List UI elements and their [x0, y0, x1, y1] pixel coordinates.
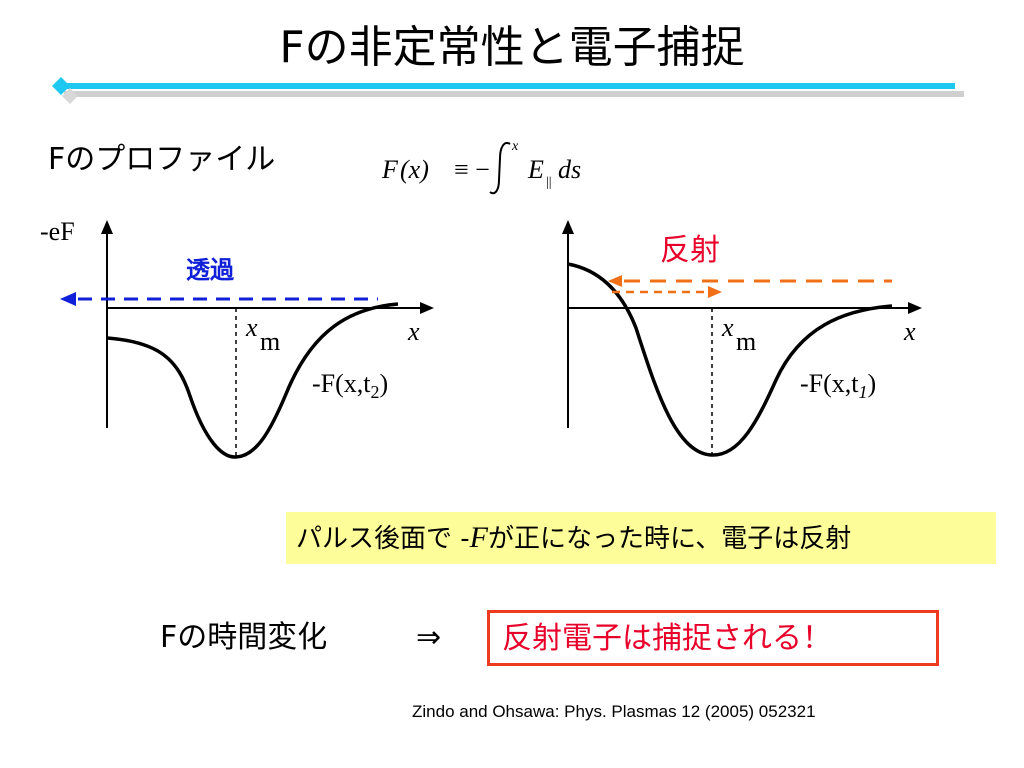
note-text-f: F — [469, 521, 488, 554]
formula-integrand: E — [527, 155, 544, 184]
left-curve-label: -F(x,t2) — [312, 369, 388, 402]
formula-lhs: F — [381, 155, 399, 184]
formula-differential: ds — [558, 155, 581, 184]
integral-sign-icon — [489, 142, 511, 195]
conclusion-text: 反射電子は捕捉される！ — [502, 621, 832, 656]
left-xm-label: x — [245, 313, 258, 342]
left-potential-curve — [106, 302, 399, 459]
right-xm-sub: m — [736, 327, 756, 356]
note-text-before: パルス後面で - — [296, 524, 470, 554]
title-underline — [52, 77, 964, 104]
diamond-icon — [52, 77, 70, 95]
time-change-label: Fの時間変化 — [160, 620, 328, 655]
right-curve-label: -F(x,t1) — [800, 369, 876, 402]
profile-label: Fのプロファイル — [48, 142, 276, 177]
right-plot: x x m -F(x,t1) 反射 — [562, 220, 922, 457]
underline-bar — [60, 83, 955, 89]
right-xm-label: x — [721, 313, 734, 342]
f-definition-formula: F (x) ≡ − x E || ds — [381, 139, 581, 195]
formula-arg: (x) — [400, 155, 429, 184]
conclusion-box: 反射電子は捕捉される！ — [487, 610, 939, 666]
left-y-axis-arrowhead-icon — [101, 220, 113, 234]
underline-shadow — [64, 91, 964, 97]
reflection-label: 反射 — [660, 233, 720, 268]
left-y-axis-label: -eF — [40, 217, 75, 246]
note-box: パルス後面で -Fが正になった時に、電子は反射 — [286, 512, 996, 564]
reflection-incoming-arrowhead-icon — [608, 275, 622, 287]
formula-integrand-sub: || — [546, 175, 552, 190]
implies-arrow-icon: ⇒ — [416, 620, 442, 655]
right-x-axis-label: x — [903, 317, 916, 346]
right-x-axis-arrowhead-icon — [908, 302, 922, 314]
f-profile-diagrams: -eF x x m -F(x,t2) 透過 x x m -F(x,t1) 反射 — [40, 217, 922, 459]
left-xm-sub: m — [260, 327, 280, 356]
note-text: パルス後面で -Fが正になった時に、電子は反射 — [296, 518, 851, 559]
transmission-arrowhead-icon — [60, 292, 76, 306]
transmission-label: 透過 — [186, 256, 235, 284]
right-y-axis-arrowhead-icon — [562, 220, 574, 234]
formula-upper-limit: x — [511, 139, 519, 154]
right-potential-curve — [567, 262, 893, 457]
left-x-axis-arrowhead-icon — [420, 302, 434, 314]
diamond-shadow-icon — [62, 88, 78, 104]
note-text-after: が正になった時に、電子は反射 — [487, 524, 852, 554]
reflection-outgoing-arrowhead-icon — [708, 286, 722, 298]
page-title: Fの非定常性と電子捕捉 — [279, 22, 745, 73]
citation: Zindo and Ohsawa: Phys. Plasmas 12 (2005… — [412, 702, 816, 721]
formula-operator: ≡ − — [454, 155, 490, 184]
left-plot: -eF x x m -F(x,t2) 透過 — [40, 217, 434, 459]
left-x-axis-label: x — [407, 317, 420, 346]
